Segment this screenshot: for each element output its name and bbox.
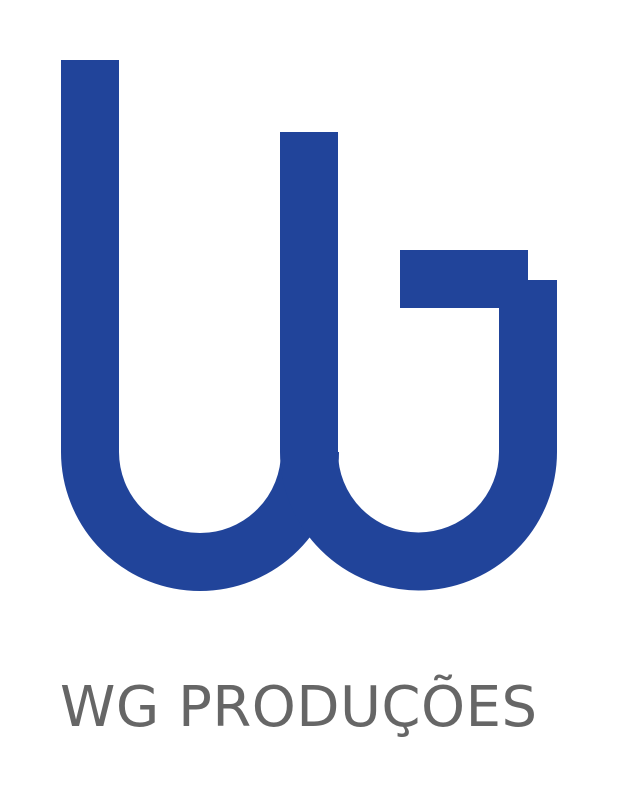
logo-caps [61, 60, 414, 308]
brand-name: WG PRODUÇÕES [60, 675, 538, 740]
wordmark-container: WG PRODUÇÕES [60, 672, 558, 744]
logo-w-left-stroke [61, 60, 339, 591]
logo-w-right-stroke [280, 132, 557, 591]
